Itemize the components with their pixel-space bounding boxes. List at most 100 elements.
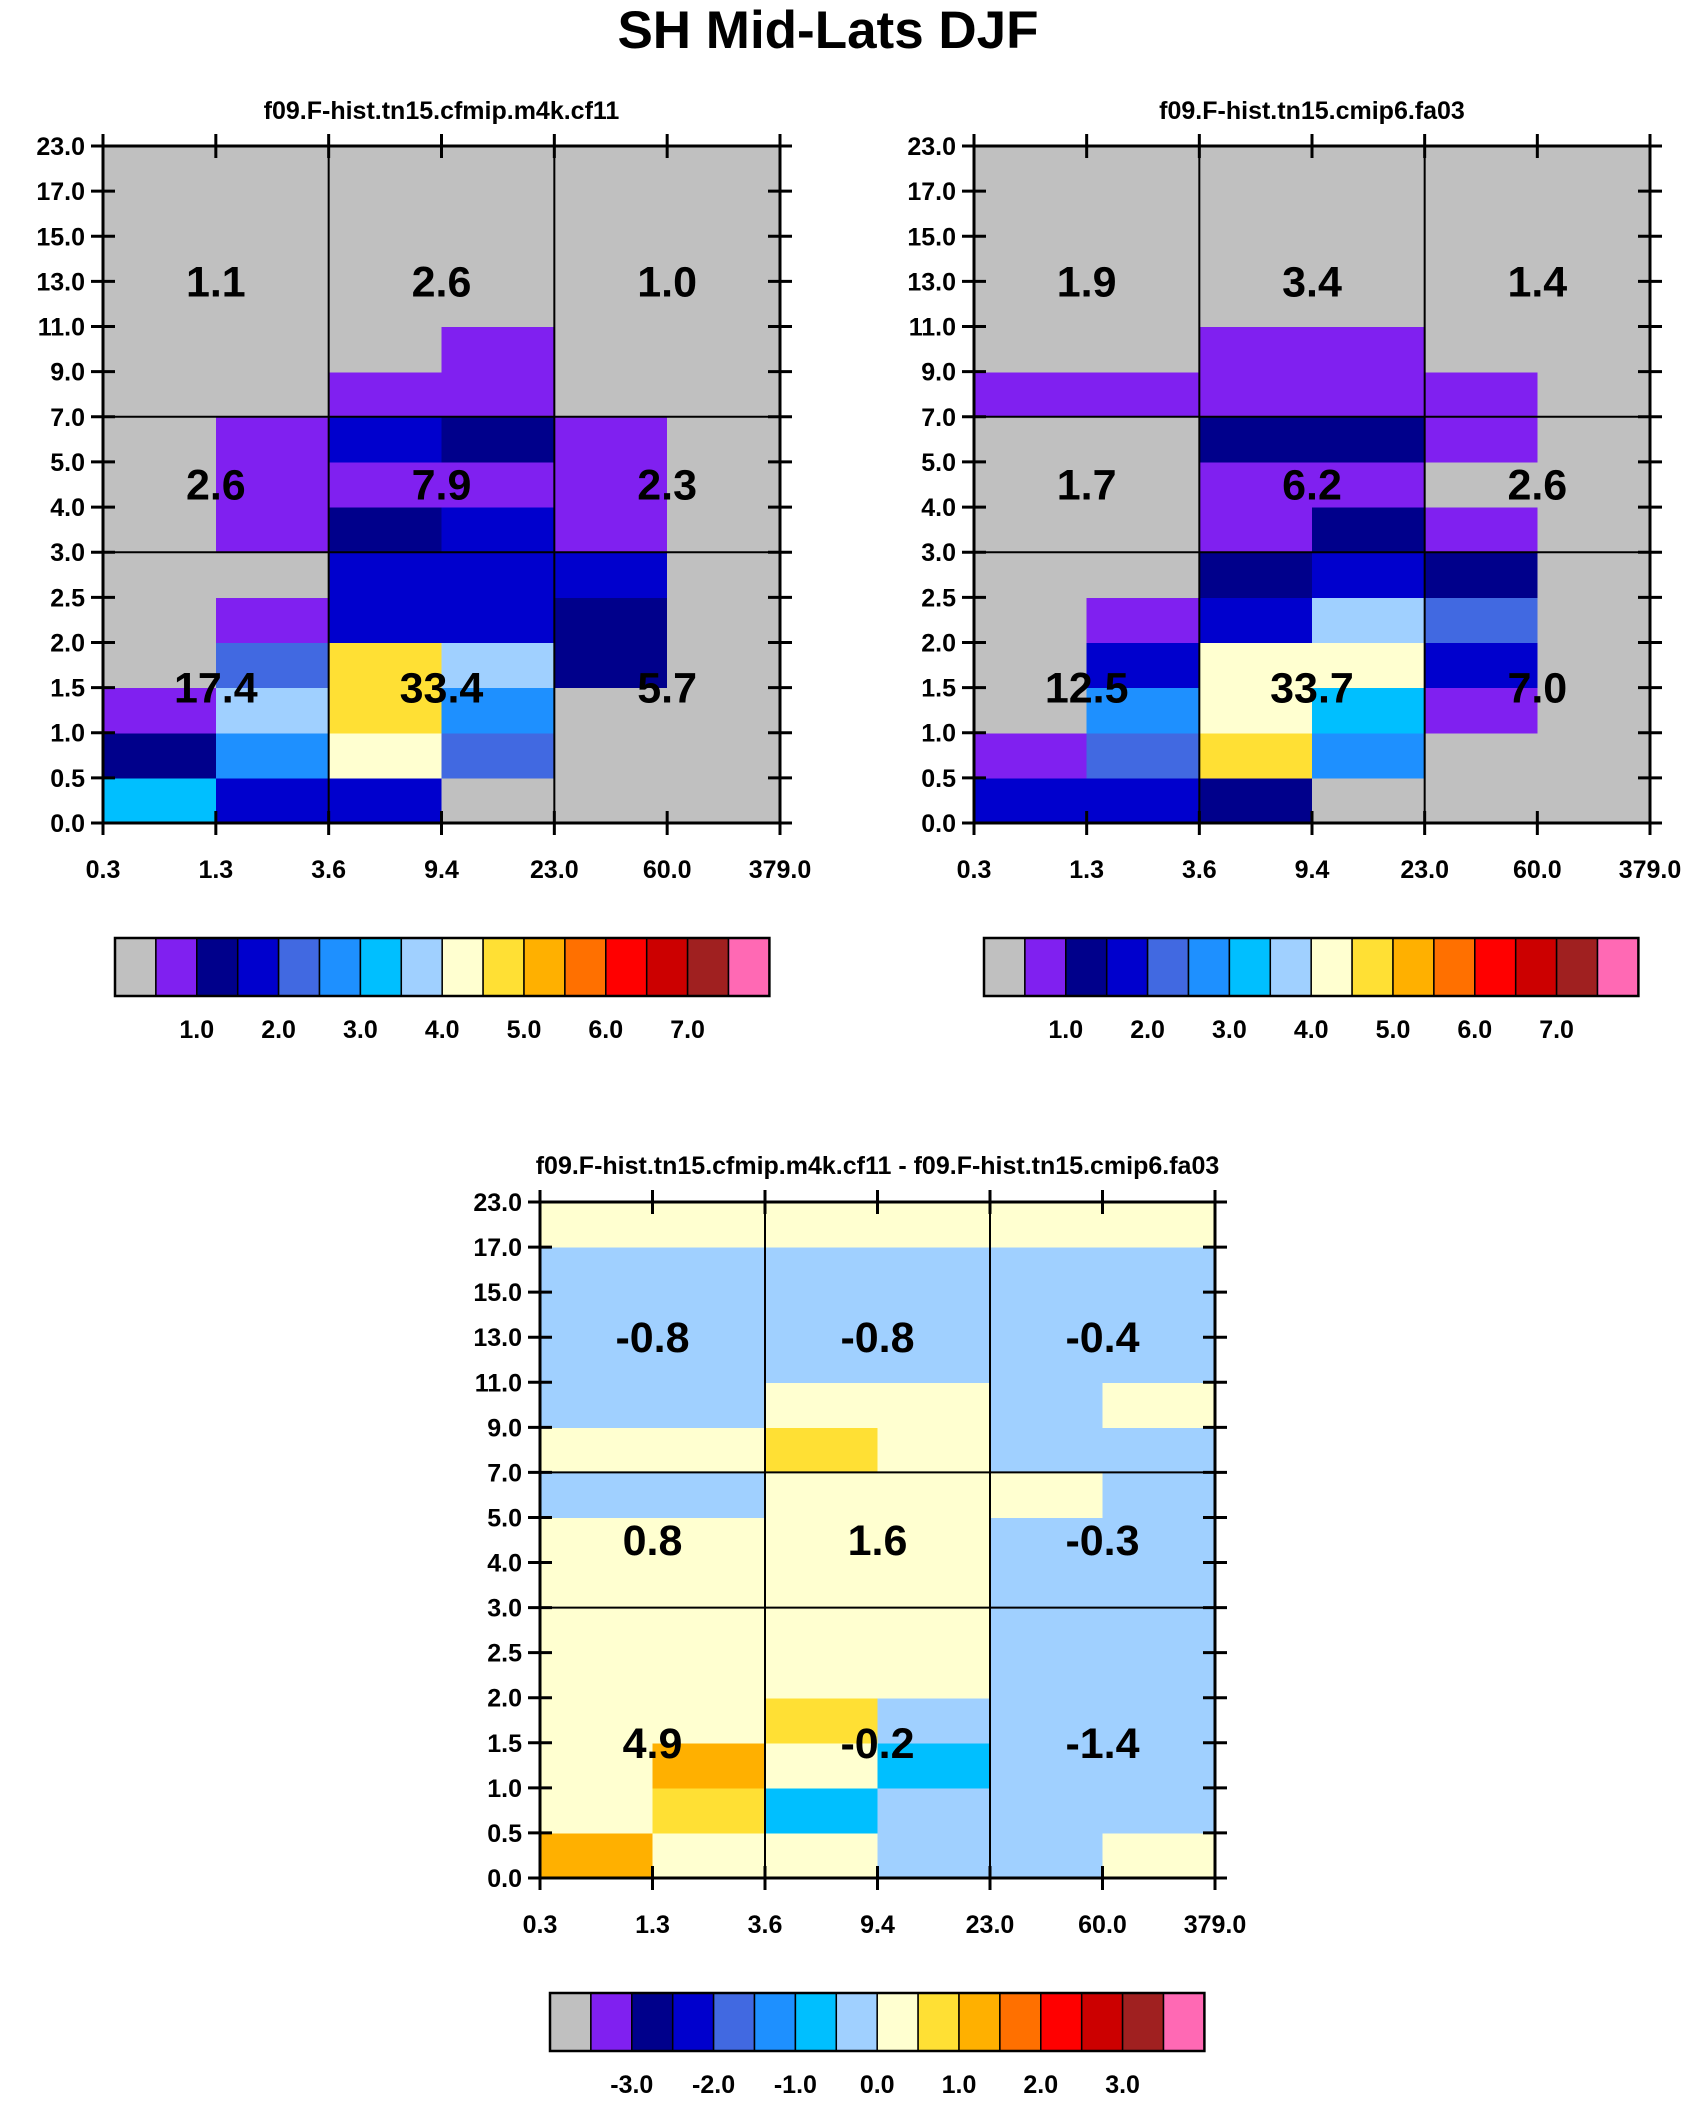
colorbar-swatch <box>835 1992 878 2052</box>
heatmap-cell <box>1086 732 1200 779</box>
y-tick-label: 2.5 <box>921 584 956 612</box>
heatmap-cell <box>765 1787 879 1834</box>
colorbar-frame <box>113 936 771 998</box>
y-tick-label: 5.0 <box>487 1504 522 1532</box>
block-value-label: 7.9 <box>412 462 472 510</box>
heatmap-cell <box>990 1472 1104 1519</box>
heatmap-cell <box>540 1787 654 1834</box>
heatmap-cell <box>667 146 781 192</box>
colorbar-tick-label: 3.0 <box>1212 1016 1247 1044</box>
block-value-label: 1.9 <box>1057 258 1117 306</box>
heatmap-cell <box>765 1607 879 1654</box>
y-tick-label: 0.0 <box>50 810 85 838</box>
colorbar-tick-label: 5.0 <box>1376 1016 1411 1044</box>
heatmap-cell <box>765 1427 879 1473</box>
heatmap-cell <box>1086 642 1200 689</box>
heatmap-cell <box>441 281 555 328</box>
colorbar-swatch <box>1555 937 1599 997</box>
x-tick-label: 379.0 <box>1184 1911 1247 1939</box>
heatmap-cell <box>652 1472 766 1519</box>
heatmap-cell <box>877 1517 991 1564</box>
heatmap-cell <box>1424 236 1538 282</box>
heatmap-cell <box>103 507 217 553</box>
heatmap-cell <box>652 1427 766 1473</box>
colorbar-swatch <box>1351 937 1394 997</box>
block-value-label: 1.6 <box>848 1517 908 1565</box>
heatmap-cell <box>974 416 1088 463</box>
heatmap-cell <box>667 326 781 373</box>
heatmap-cell <box>215 191 330 237</box>
heatmap-cell <box>1312 732 1426 779</box>
heatmap-cell <box>328 461 443 508</box>
colorbar-swatch <box>1162 1992 1206 2052</box>
heatmap-cell <box>1424 687 1538 734</box>
heatmap-cell <box>1086 416 1200 463</box>
heatmap-cell <box>1537 371 1651 418</box>
colorbar-tick-label: 0.0 <box>860 2071 895 2099</box>
colorbar-tick-label: 2.0 <box>261 1016 296 1044</box>
heatmap-cell <box>990 1337 1104 1383</box>
chart-panel-3: f09.F-hist.tn15.cfmip.m4k.cf11 - f09.F-h… <box>473 1152 1246 2099</box>
y-tick-label: 13.0 <box>473 1324 522 1352</box>
heatmap-cell <box>215 597 330 644</box>
y-tick-label: 3.0 <box>921 539 956 567</box>
heatmap-cell <box>974 552 1088 598</box>
colorbar-swatch <box>686 937 730 997</box>
colorbar-tick-label: 3.0 <box>1105 2071 1140 2099</box>
heatmap-cell <box>554 326 668 373</box>
heatmap-cell <box>103 777 217 824</box>
block-value-label: 6.2 <box>1282 462 1342 510</box>
heatmap-cell <box>765 1517 879 1564</box>
heatmap-cell <box>441 371 555 418</box>
y-tick-label: 0.5 <box>487 1820 522 1848</box>
colorbar-tick-label: 2.0 <box>1130 1016 1165 1044</box>
heatmap-cell <box>441 236 555 282</box>
heatmap-cell <box>441 687 555 734</box>
heatmap-cell <box>1537 146 1651 192</box>
y-tick-label: 11.0 <box>475 1369 522 1397</box>
heatmap-cell <box>652 1787 766 1834</box>
heatmap-cell <box>1312 281 1426 328</box>
heatmap-cell <box>1086 552 1200 598</box>
heatmap-cell <box>1312 326 1426 373</box>
heatmap-cell <box>1424 281 1538 328</box>
colorbar-swatch <box>318 937 362 997</box>
heatmap-cell <box>1102 1337 1216 1383</box>
colorbar-swatch <box>1024 937 1067 997</box>
heatmap-cell <box>1199 281 1313 328</box>
colorbar-swatch <box>400 937 443 997</box>
heatmap-cell <box>1537 326 1651 373</box>
block-value-label: 3.4 <box>1282 258 1342 306</box>
heatmap-cell <box>990 1427 1104 1473</box>
chart-panel-1: f09.F-hist.tn15.cfmip.m4k.cf11 0.0 0.5 1.0 1… <box>36 97 811 1044</box>
heatmap-cell <box>441 642 555 689</box>
colorbar-tick-label: 6.0 <box>588 1016 623 1044</box>
block-value-label: 7.0 <box>1507 665 1567 713</box>
heatmap-cell <box>667 552 781 598</box>
block-value-label: 2.6 <box>412 258 472 306</box>
colorbar-swatch <box>671 1992 715 2052</box>
heatmap-cell <box>652 1292 766 1338</box>
y-tick-label: 17.0 <box>473 1234 522 1262</box>
y-tick-label: 15.0 <box>907 223 956 251</box>
block-value-label: 1.7 <box>1057 462 1117 510</box>
heatmap-cell <box>441 552 555 598</box>
heatmap-cell <box>974 687 1088 734</box>
heatmap-cell <box>1312 552 1426 598</box>
heatmap-cell <box>1086 777 1200 824</box>
heatmap-cell <box>1086 597 1200 644</box>
heatmap-cell <box>1102 1292 1216 1338</box>
heatmap-cell <box>103 371 217 418</box>
heatmap-cell <box>1102 1382 1216 1428</box>
y-tick-label: 11.0 <box>909 314 956 342</box>
y-tick-label: 13.0 <box>907 268 956 296</box>
heatmap-cell <box>765 1562 879 1609</box>
heatmap-cell <box>103 461 217 508</box>
heatmap-cell <box>1424 146 1538 192</box>
heatmap-cell <box>1102 1787 1216 1834</box>
y-tick-label: 9.0 <box>487 1414 522 1442</box>
heatmap-cell <box>1537 416 1651 463</box>
heatmap-cell <box>974 732 1088 779</box>
heatmap-cell <box>215 732 330 779</box>
